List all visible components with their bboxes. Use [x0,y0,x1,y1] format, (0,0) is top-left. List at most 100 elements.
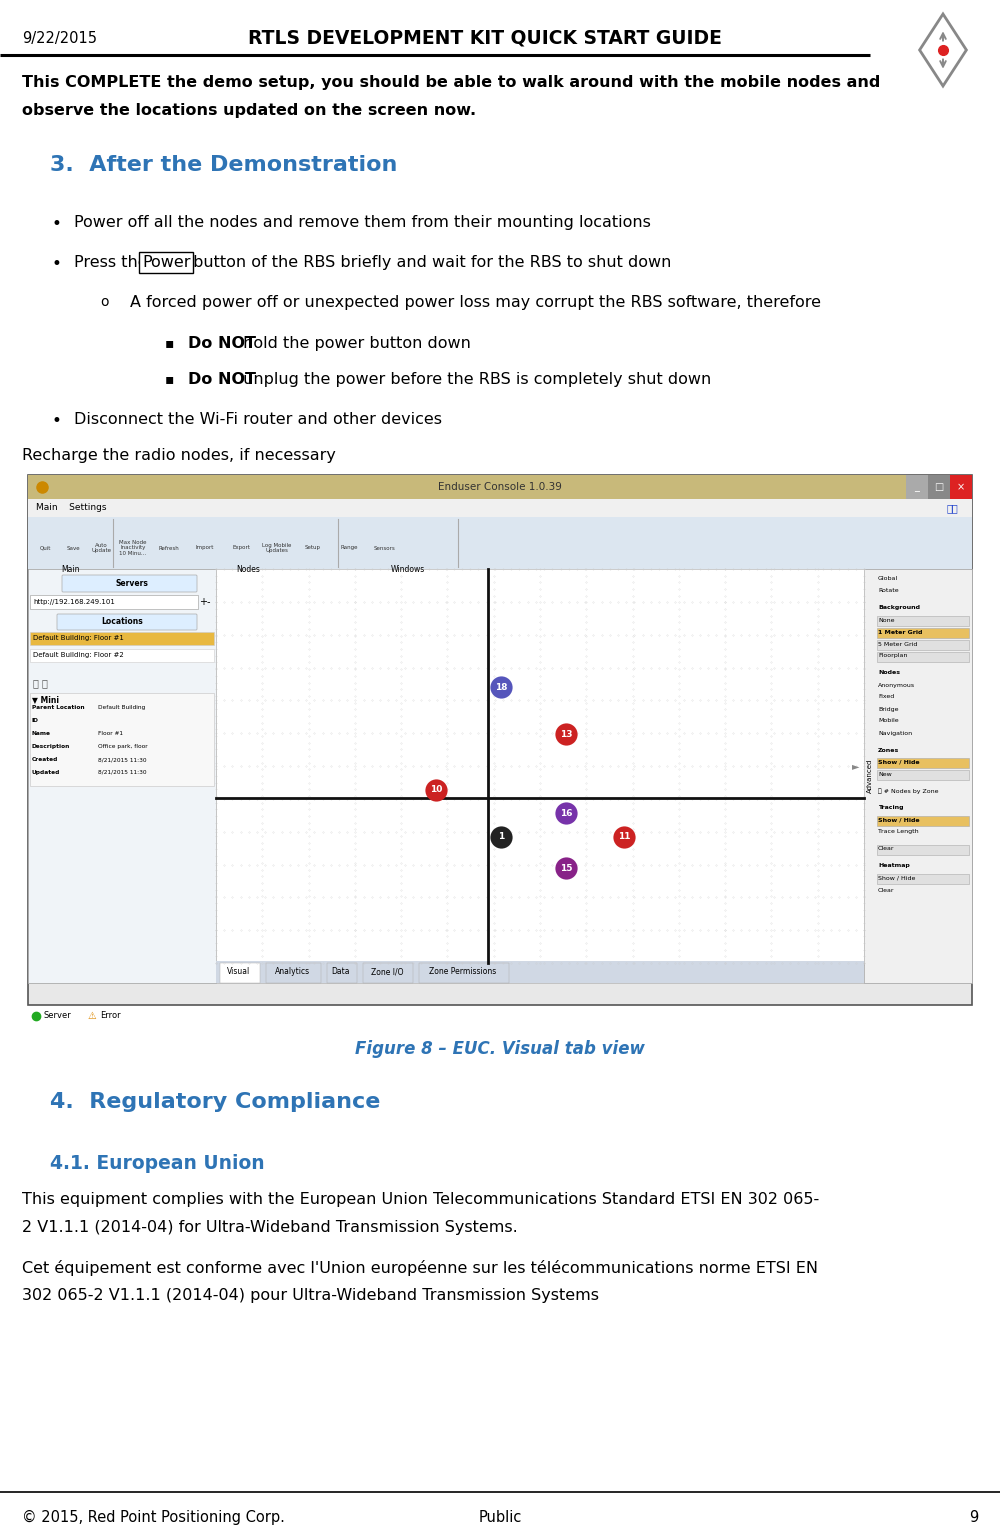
FancyBboxPatch shape [906,476,928,499]
Text: Sensors: Sensors [374,546,396,551]
Text: ▼ Mini: ▼ Mini [32,695,59,704]
Text: 13: 13 [560,730,572,739]
Text: ▪: ▪ [165,373,174,387]
FancyBboxPatch shape [57,614,197,630]
Text: 302 065-2 V1.1.1 (2014-04) pour Ultra-Wideband Transmission Systems: 302 065-2 V1.1.1 (2014-04) pour Ultra-Wi… [22,1289,599,1302]
Text: This COMPLETE the demo setup, you should be able to walk around with the mobile : This COMPLETE the demo setup, you should… [22,75,880,91]
FancyBboxPatch shape [928,476,950,499]
FancyBboxPatch shape [216,569,864,963]
Text: Error: Error [100,1011,121,1020]
FancyBboxPatch shape [30,632,214,644]
FancyBboxPatch shape [216,960,864,983]
Text: A forced power off or unexpected power loss may corrupt the RBS software, theref: A forced power off or unexpected power l… [130,295,821,310]
FancyBboxPatch shape [216,965,864,983]
Text: Auto
Update: Auto Update [91,543,111,554]
Text: Enduser Console 1.0.39: Enduser Console 1.0.39 [438,482,562,492]
Text: 4.1. European Union: 4.1. European Union [50,1154,265,1174]
FancyBboxPatch shape [419,963,509,983]
Text: 15: 15 [560,864,572,873]
FancyBboxPatch shape [877,652,969,663]
Text: Log Mobile
Updates: Log Mobile Updates [262,543,292,554]
Text: Global: Global [878,577,898,581]
Text: Locations: Locations [101,618,143,626]
Text: 16: 16 [560,808,572,818]
Text: •: • [52,413,62,430]
Text: Windows: Windows [391,565,425,574]
Text: Tracing: Tracing [878,805,904,810]
FancyBboxPatch shape [877,770,969,779]
Text: Created: Created [32,756,58,762]
Text: Updated: Updated [32,770,60,775]
Text: -: - [207,597,210,607]
Text: Power: Power [142,255,190,270]
Text: Heatmap: Heatmap [878,864,910,868]
FancyBboxPatch shape [877,617,969,626]
Text: Nodes: Nodes [236,565,260,574]
FancyBboxPatch shape [877,874,969,884]
Text: 1 Meter Grid: 1 Meter Grid [878,629,922,635]
Text: Trace Length: Trace Length [878,830,919,834]
Text: ▪: ▪ [165,336,174,350]
Text: This equipment complies with the European Union Telecommunications Standard ETSI: This equipment complies with the Europea… [22,1192,819,1207]
Text: Mobile: Mobile [878,718,899,724]
FancyBboxPatch shape [363,963,413,983]
FancyBboxPatch shape [246,965,635,983]
Text: Power off all the nodes and remove them from their mounting locations: Power off all the nodes and remove them … [74,215,651,230]
Text: 10: 10 [430,785,443,795]
Text: Show / Hide: Show / Hide [878,818,920,822]
FancyBboxPatch shape [28,476,972,1005]
Text: Name: Name [32,732,51,736]
FancyBboxPatch shape [30,693,214,785]
Text: ⓐ # Nodes by Zone: ⓐ # Nodes by Zone [878,788,938,793]
Text: ►: ► [852,761,860,772]
Text: Disconnect the Wi-Fi router and other devices: Disconnect the Wi-Fi router and other de… [74,413,442,426]
Text: ID: ID [32,718,39,723]
Text: Public: Public [478,1509,522,1525]
Text: Default Building: Floor #1: Default Building: Floor #1 [33,635,124,641]
Text: unplug the power before the RBS is completely shut down: unplug the power before the RBS is compl… [238,373,711,387]
Text: ⚠: ⚠ [88,1011,97,1022]
Text: Clear: Clear [878,847,895,851]
Text: Cet équipement est conforme avec l'Union européenne sur les télécommunications n: Cet équipement est conforme avec l'Union… [22,1259,818,1276]
FancyBboxPatch shape [28,517,972,569]
Text: ×: × [957,482,965,492]
FancyBboxPatch shape [266,963,321,983]
Text: Press the: Press the [74,255,153,270]
Text: 3.  After the Demonstration: 3. After the Demonstration [50,155,397,175]
Text: Office park, floor: Office park, floor [98,744,148,749]
Text: Range: Range [340,546,358,551]
Text: Advanced: Advanced [867,759,873,793]
Text: Server: Server [44,1011,72,1020]
FancyBboxPatch shape [877,845,969,854]
Text: Navigation: Navigation [878,730,912,735]
Text: Servers: Servers [116,578,148,588]
FancyBboxPatch shape [28,476,972,499]
Text: Visual: Visual [227,968,251,977]
Text: 9: 9 [969,1509,978,1525]
Text: □: □ [934,482,944,492]
Text: 5 Meter Grid: 5 Meter Grid [878,641,917,646]
Text: Zone I/O: Zone I/O [371,968,403,977]
Text: Clear: Clear [878,888,895,893]
Text: •: • [52,255,62,273]
Text: Refresh: Refresh [159,546,179,551]
Text: 8/21/2015 11:30: 8/21/2015 11:30 [98,770,147,775]
FancyBboxPatch shape [877,758,969,769]
Text: Figure 8 – EUC. Visual tab view: Figure 8 – EUC. Visual tab view [355,1040,645,1058]
Text: New: New [878,772,892,776]
Text: 🗺 📊: 🗺 📊 [33,678,48,689]
FancyBboxPatch shape [62,575,197,592]
Text: Show / Hide: Show / Hide [878,876,915,881]
Text: ⓘ❔: ⓘ❔ [947,503,959,512]
Text: Max Node
Inactivity
10 Minu...: Max Node Inactivity 10 Minu... [119,540,147,557]
Text: Description: Description [32,744,70,749]
Text: 2 V1.1.1 (2014-04) for Ultra-Wideband Transmission Systems.: 2 V1.1.1 (2014-04) for Ultra-Wideband Tr… [22,1220,518,1235]
Text: Zone Permissions: Zone Permissions [429,968,497,977]
Text: _: _ [915,482,919,492]
Text: •: • [52,215,62,233]
Text: 18: 18 [495,683,507,692]
Text: None: None [878,618,895,623]
Text: Parent Location: Parent Location [32,706,85,710]
Text: RTLS DEVELOPMENT KIT QUICK START GUIDE: RTLS DEVELOPMENT KIT QUICK START GUIDE [248,29,722,48]
Text: observe the locations updated on the screen now.: observe the locations updated on the scr… [22,103,476,118]
